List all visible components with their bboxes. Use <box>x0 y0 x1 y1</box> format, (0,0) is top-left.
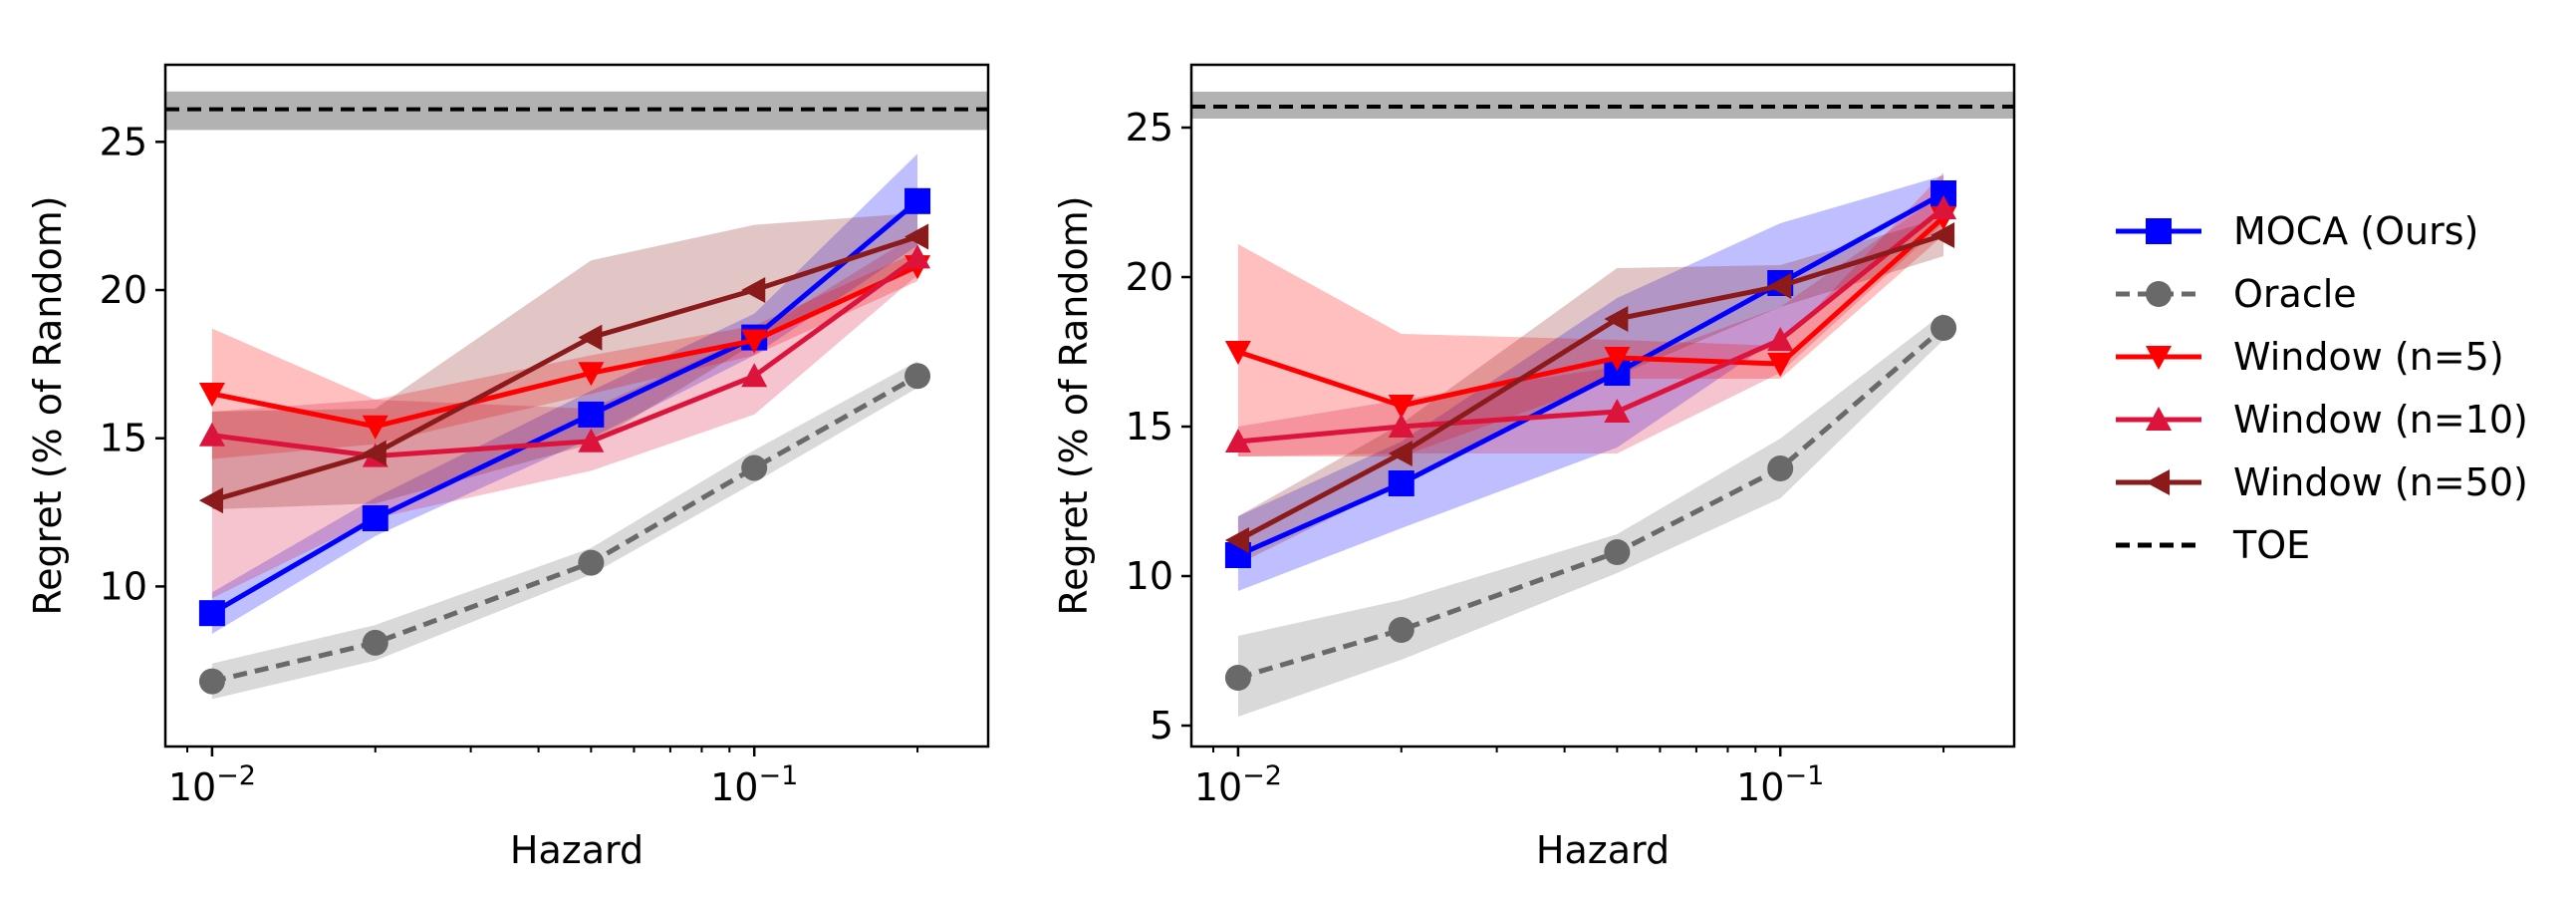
data-point <box>904 187 931 214</box>
confidence-band-2 <box>211 251 918 459</box>
y-axis-label: Regret (% of Random) <box>1052 195 1096 615</box>
legend-label: Window (n=5) <box>2233 335 2504 379</box>
legend: MOCA (Ours) Oracle Window (n=5) Window (n=1… <box>2116 209 2528 567</box>
confidence-band-1 <box>1237 313 1944 717</box>
data-point <box>1388 617 1415 643</box>
data-point <box>1388 394 1415 419</box>
legend-label: Window (n=50) <box>2233 460 2528 504</box>
legend-entry: Window (n=5) <box>2116 335 2504 379</box>
data-point <box>198 383 225 408</box>
confidence-band-3 <box>211 233 918 599</box>
data-point <box>578 549 605 576</box>
legend-entry: Window (n=50) <box>2116 460 2528 504</box>
x-tick-label: 10−1 <box>1736 760 1824 809</box>
data-point <box>1224 665 1251 691</box>
data-point <box>904 223 929 250</box>
legend-entry: MOCA (Ours) <box>2116 209 2478 253</box>
data-point <box>741 454 768 481</box>
data-point <box>1388 414 1415 439</box>
legend-marker <box>2146 407 2172 432</box>
data-point <box>1767 352 1794 377</box>
data-point <box>1388 470 1415 496</box>
data-point <box>904 244 931 269</box>
data-point <box>1604 539 1631 565</box>
data-point <box>578 324 603 351</box>
x-tick-label: 10−2 <box>1194 760 1282 809</box>
confidence-band-4 <box>1237 217 1944 564</box>
data-point <box>1931 195 1957 220</box>
data-point <box>1388 441 1413 466</box>
confidence-band-4 <box>211 212 918 510</box>
data-point <box>198 600 225 627</box>
right-chart-panel: 5 10 15 20 25 10−2 10−1 Hazard Regret (% of Rand… <box>1052 63 2016 872</box>
y-tick-label: 25 <box>100 120 147 163</box>
plot-area <box>1191 92 2014 717</box>
confidence-band-2 <box>1237 172 1944 456</box>
legend-label: Oracle <box>2233 272 2357 316</box>
data-point <box>1604 399 1631 424</box>
data-point <box>578 401 605 428</box>
data-point <box>1224 527 1249 553</box>
legend-label: TOE <box>2232 523 2310 567</box>
legend-label: MOCA (Ours) <box>2233 209 2478 253</box>
data-point <box>741 329 768 354</box>
x-axis-label: Hazard <box>1536 828 1670 872</box>
data-point <box>1767 455 1794 481</box>
y-axis-label: Regret (% of Random) <box>26 195 70 615</box>
confidence-band-0 <box>1237 175 1944 591</box>
legend-entry: Window (n=10) <box>2116 398 2528 442</box>
data-point <box>741 277 766 304</box>
data-point <box>741 363 768 388</box>
legend-entry: TOE <box>2116 523 2310 567</box>
y-tick-label: 10 <box>100 564 147 608</box>
data-point <box>578 428 605 452</box>
data-point <box>362 440 386 466</box>
data-point <box>904 363 931 390</box>
data-point <box>362 505 388 532</box>
data-point <box>1931 222 1955 248</box>
data-point <box>362 629 388 656</box>
y-tick-label: 20 <box>1126 255 1173 299</box>
data-point <box>1604 306 1629 332</box>
legend-marker <box>2146 345 2172 370</box>
data-point <box>198 668 225 695</box>
legend-label: Window (n=10) <box>2233 398 2528 442</box>
y-tick-label: 20 <box>100 268 147 312</box>
x-tick-label: 10−2 <box>168 760 256 809</box>
data-point <box>198 487 223 514</box>
data-point <box>1767 273 1792 299</box>
data-point <box>198 422 225 447</box>
data-point <box>1224 340 1251 365</box>
plot-area <box>165 91 988 700</box>
x-tick-label: 10−1 <box>710 760 798 809</box>
legend-marker <box>2146 469 2171 495</box>
axes-frame <box>163 63 990 749</box>
y-tick-label: 15 <box>1126 405 1173 449</box>
legend-entry: Oracle <box>2116 272 2357 316</box>
legend-marker <box>2146 281 2172 307</box>
data-point <box>1224 429 1251 453</box>
data-point <box>362 415 388 440</box>
y-tick-label: 10 <box>1126 554 1173 598</box>
axes-frame <box>1189 63 2016 749</box>
x-axis-label: Hazard <box>510 828 644 872</box>
data-point <box>578 362 605 387</box>
y-tick-label: 5 <box>1150 704 1173 748</box>
y-tick-label: 25 <box>1126 106 1173 150</box>
legend-marker <box>2146 218 2172 244</box>
y-tick-label: 15 <box>100 417 147 460</box>
data-point <box>1767 327 1794 352</box>
data-point <box>1931 315 1957 341</box>
data-point <box>1604 346 1631 371</box>
left-chart-panel: 10 15 20 25 10−2 10−1 Hazard Regret (% of Rando… <box>26 63 990 872</box>
